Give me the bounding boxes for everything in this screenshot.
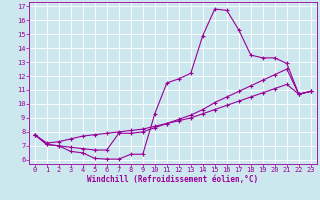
X-axis label: Windchill (Refroidissement éolien,°C): Windchill (Refroidissement éolien,°C): [87, 175, 258, 184]
